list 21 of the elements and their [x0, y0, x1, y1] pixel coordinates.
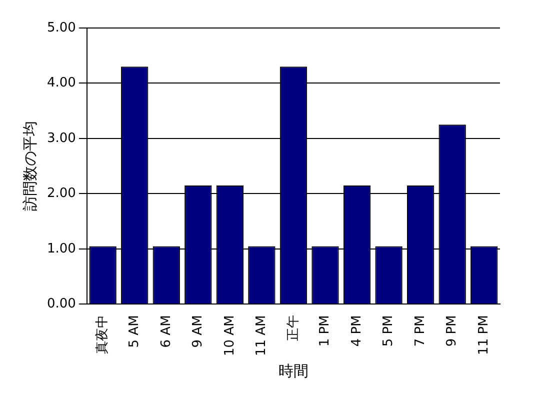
x-tick-label: 11 PM: [476, 315, 492, 355]
x-tick-label: 正午: [286, 315, 301, 342]
x-tick-label: 7 PM: [412, 315, 428, 347]
x-tick-label: 1 PM: [318, 315, 333, 347]
x-tick-label: 9 AM: [190, 315, 206, 348]
y-tick-label: 1.00: [46, 241, 76, 256]
x-axis-title: 時間: [278, 362, 308, 380]
y-tick-label: 2.00: [46, 186, 76, 202]
x-tick-label: 10 AM: [222, 315, 238, 356]
x-tick-label: 5 PM: [381, 315, 396, 347]
x-tick-label: 6 AM: [158, 315, 174, 348]
x-tick-label: 5 AM: [126, 315, 142, 348]
x-tick-label: 9 PM: [444, 315, 460, 347]
y-axis-title: 訪問数の平均: [20, 121, 39, 212]
y-tick-label: 4.00: [46, 76, 76, 91]
x-tick-label: 4 PM: [349, 315, 364, 347]
y-tick-label: 0.00: [46, 296, 76, 312]
y-tick-label: 5.00: [46, 20, 76, 36]
x-tick-label: 11 AM: [254, 315, 270, 356]
x-tick-label: 真夜中: [94, 315, 110, 354]
y-tick-label: 3.00: [46, 130, 76, 146]
